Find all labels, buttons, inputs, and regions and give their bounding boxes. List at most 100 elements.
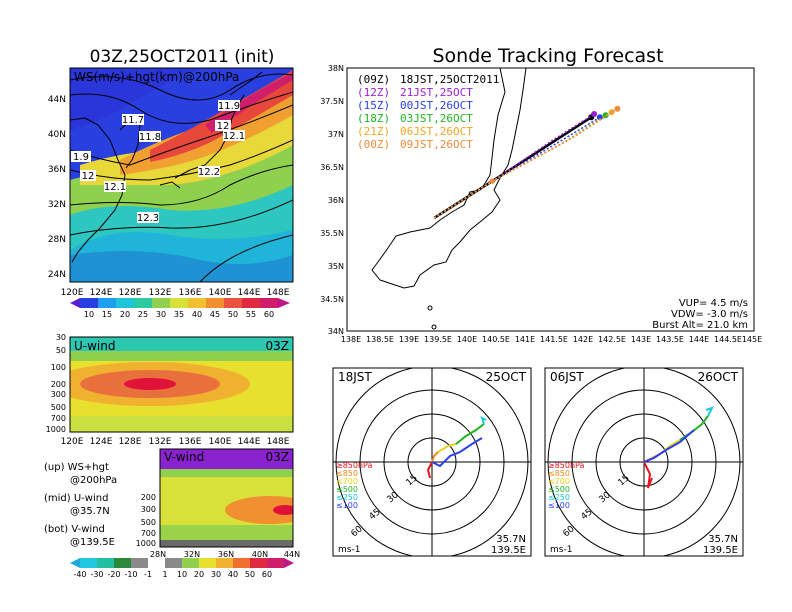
hodo-left-unit: ms-1 <box>338 545 360 555</box>
track-lat-tick: 34.5N <box>320 295 344 304</box>
left-title: 03Z,25OCT2011 (init) <box>90 47 275 67</box>
track-lon-tick: 138.5E <box>366 335 394 344</box>
track-lon-tick: 144E <box>689 335 709 344</box>
track-lon-tick: 142E <box>573 335 593 344</box>
level-label: ≤250 <box>336 493 358 502</box>
note-mid-a: (mid) U-wind <box>44 493 108 504</box>
track-lon-tick: 139E <box>399 335 419 344</box>
track-lat-tick: 35.5N <box>320 229 344 238</box>
legend-z: (12Z) <box>357 86 390 99</box>
map-lon-tick: 136E <box>179 288 202 298</box>
v-wind-section: V-wind 03Z 200 300 500 700 1000 28N 32N … <box>70 448 300 579</box>
u-x-tick: 144E <box>238 437 261 447</box>
v-y-tick: 200 <box>141 493 156 502</box>
colorbar-tick: 35 <box>174 310 184 319</box>
u-x-tick: 120E <box>61 437 84 447</box>
track-line-0 <box>433 116 592 219</box>
u-x-tick: 148E <box>267 437 290 447</box>
u-y-tick: 50 <box>56 346 66 355</box>
track-lat-tick: 37.5N <box>320 97 344 106</box>
level-label: ≤250 <box>548 493 570 502</box>
v-x-tick: 36N <box>218 550 234 559</box>
v-colorbar-tick: 20 <box>194 570 204 579</box>
track-lon-tick: 139.5E <box>424 335 452 344</box>
panel-legend-notes: (up) WS+hgt @200hPa (mid) U-wind @35.7N … <box>44 462 117 548</box>
legend-z: (21Z) <box>357 125 390 138</box>
track-map: 38N 37.5N 37N 36.5N 36N 35.5N 35N 34.5N … <box>320 64 762 344</box>
level-label: ≤700 <box>548 477 570 486</box>
map-label: WS(m/s)+hgt(km)@200hPa <box>74 70 239 84</box>
track-lon-tick: 144.5E <box>714 335 742 344</box>
v-colorbar-tick: 30 <box>211 570 221 579</box>
hodo-left-loc2: 139.5E <box>491 545 526 556</box>
v-colorbar-tick: -1 <box>144 570 152 579</box>
legend-t: 21JST,25OCT <box>400 86 473 99</box>
level-label: ≥850hPa <box>336 461 373 470</box>
map-lat-tick: 28N <box>48 235 66 245</box>
hodo-right-date: 26OCT <box>698 370 739 384</box>
contour-label: 11.9 <box>218 101 240 112</box>
hodo-right-loc2: 139.5E <box>703 545 738 556</box>
u-y-tick: 500 <box>51 403 66 412</box>
hodo-right-loc1: 35.7N <box>708 534 738 545</box>
map-lon-tick: 148E <box>267 288 290 298</box>
note-up-a: (up) WS+hgt <box>44 462 109 473</box>
colorbar-tick: 10 <box>84 310 94 319</box>
u-x-tick: 128E <box>119 437 142 447</box>
map-lat-tick: 24N <box>48 270 66 280</box>
map-lon-tick: 128E <box>119 288 142 298</box>
param-vup: VUP= 4.5 m/s <box>679 298 748 309</box>
track-lon-tick: 143.5E <box>656 335 684 344</box>
track-mid-point <box>489 178 495 184</box>
u-y-tick: 300 <box>51 390 66 399</box>
map-colorbar <box>70 298 290 308</box>
note-bot-b: @139.5E <box>70 537 115 548</box>
map-lat-tick: 32N <box>48 200 66 210</box>
u-wind-time: 03Z <box>266 339 290 353</box>
hodo-left-time: 18JST <box>338 370 372 384</box>
track-line-2 <box>433 116 601 219</box>
track-lines <box>433 105 621 219</box>
v-colorbar-tick: 1 <box>162 570 167 579</box>
u-x-tick: 140E <box>209 437 232 447</box>
track-lat-tick: 34N <box>328 327 344 336</box>
colorbar-tick: 25 <box>138 310 148 319</box>
track-lat-tick: 36N <box>328 196 344 205</box>
u-y-tick: 700 <box>51 414 66 423</box>
v-x-tick: 44N <box>284 550 300 559</box>
map-lon-tick: 140E <box>209 288 232 298</box>
u-y-tick: 30 <box>56 333 66 342</box>
u-wind-label: U-wind <box>74 339 115 353</box>
v-colorbar-tick: 40 <box>228 570 238 579</box>
contour-label: 11.7 <box>122 115 144 126</box>
contour-label: 11.8 <box>139 132 161 143</box>
v-wind-time: 03Z <box>266 450 290 464</box>
v-colorbar-tick: 60 <box>262 570 272 579</box>
track-lon-tick: 140E <box>457 335 477 344</box>
map-lon-tick: 144E <box>238 288 261 298</box>
v-x-tick: 40N <box>252 550 268 559</box>
contour-label: 12.1 <box>104 182 126 193</box>
level-label: ≥850hPa <box>548 461 585 470</box>
track-lat-tick: 35N <box>328 262 344 271</box>
level-label: ≤100 <box>336 501 358 510</box>
track-lat-tick: 36.5N <box>320 163 344 172</box>
colorbar-tick: 45 <box>210 310 220 319</box>
map-lat-tick: 44N <box>48 95 66 105</box>
u-x-tick: 136E <box>179 437 202 447</box>
track-end-point <box>608 109 615 116</box>
u-y-tick: 1000 <box>46 425 66 434</box>
colorbar-tick: 30 <box>156 310 166 319</box>
v-colorbar <box>70 558 294 568</box>
track-lat-tick: 38N <box>328 64 344 73</box>
track-lat-tick: 37N <box>328 130 344 139</box>
level-label: ≤700 <box>336 477 358 486</box>
contour-label: 1.9 <box>73 152 89 163</box>
wind-speed-map: 11.7 11.8 11.9 1.9 12 12 12.1 12.1 12.2 … <box>48 67 294 319</box>
v-colorbar-tick: 10 <box>177 570 187 579</box>
colorbar-tick: 15 <box>102 310 112 319</box>
legend-z: (15Z) <box>357 99 390 112</box>
map-lat-tick: 36N <box>48 165 66 175</box>
u-y-tick: 100 <box>51 363 66 372</box>
v-colorbar-tick: -10 <box>124 570 137 579</box>
